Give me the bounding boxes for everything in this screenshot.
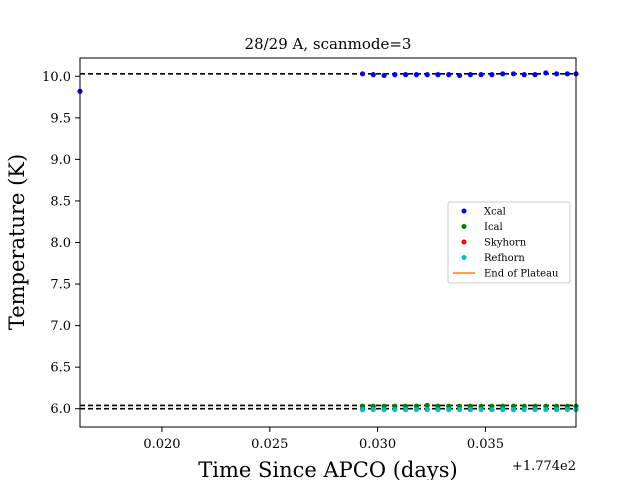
legend-marker-refhorn [461,255,467,260]
refhorn-point [553,406,560,413]
y-tick-label: 8.0 [50,236,71,251]
refhorn-point [392,406,398,413]
xcal-point [359,71,366,77]
refhorn-point [446,406,452,413]
y-axis: 6.0 6.5 7.0 7.5 8.0 8.5 9.0 9.5 10.0 [42,70,80,417]
x-axis: 0.020 0.025 0.030 0.035 [143,427,504,452]
refhorn-point [532,406,538,413]
legend-box [447,201,571,284]
y-tick-label: 9.0 [50,153,71,168]
xcal-point [553,71,560,77]
ical-point [424,402,430,408]
refhorn-point [489,406,495,413]
x-tick-label: 0.030 [359,437,396,452]
xcal-point [435,72,441,78]
xcal-point [478,72,484,78]
xcal-point [532,72,538,78]
refhorn-point [521,406,527,413]
legend-label-ical: Ical [484,222,503,233]
y-axis-label: Temperature (K) [5,154,29,330]
xcal-point [392,72,398,78]
refhorn-point [510,406,517,413]
xcal-point [424,72,430,78]
x-tick-label: 0.035 [467,437,504,452]
xcal-point [543,70,549,76]
y-tick-label: 10.0 [42,70,71,85]
x-axis-label: Time Since APCO (days) [198,458,457,480]
refhorn-point [435,406,441,413]
legend-label-end-of-plateau: End of Plateau [484,269,559,280]
refhorn-point [478,406,484,413]
y-tick-label: 9.5 [50,111,71,126]
refhorn-point [456,406,463,413]
y-tick-label: 7.0 [50,319,71,334]
xcal-point [489,72,495,78]
xcal-point [446,72,452,78]
y-tick-label: 8.5 [50,194,71,209]
legend-label-skyhorn: Skyhorn [484,238,527,249]
refhorn-point [359,406,366,413]
y-tick-label: 6.0 [50,402,71,417]
refhorn-point [564,406,570,413]
legend-label-refhorn: Refhorn [484,253,525,264]
xcal-point [500,71,506,77]
xcal-point [467,72,473,78]
legend: Xcal Ical Skyhorn Refhorn End of Plateau [447,201,571,284]
xcal-point [413,72,420,78]
y-tick-label: 6.5 [50,361,71,376]
xcal-point [521,72,527,78]
legend-marker-xcal [461,208,467,214]
refhorn-point [543,406,549,413]
x-tick-label: 0.025 [251,437,288,452]
x-offset-label: +1.774e2 [512,459,576,474]
chart-title: 28/29 A, scanmode=3 [245,35,412,53]
xcal-point [510,71,517,77]
refhorn-point [381,406,387,413]
xcal-point [381,72,387,79]
legend-marker-ical [461,224,467,229]
xcal-point [564,71,570,77]
y-tick-label: 7.5 [50,278,71,293]
refhorn-point [370,406,376,413]
legend-marker-skyhorn [461,239,467,245]
refhorn-point [467,406,473,413]
x-tick-label: 0.020 [143,437,180,452]
xcal-point [456,72,463,79]
refhorn-point [413,406,420,413]
xcal-point [370,72,376,78]
plot-area [77,70,579,413]
refhorn-point [403,406,409,413]
refhorn-point [424,406,430,413]
legend-label-xcal: Xcal [484,207,506,218]
xcal-point [403,72,409,78]
refhorn-point [500,406,506,413]
